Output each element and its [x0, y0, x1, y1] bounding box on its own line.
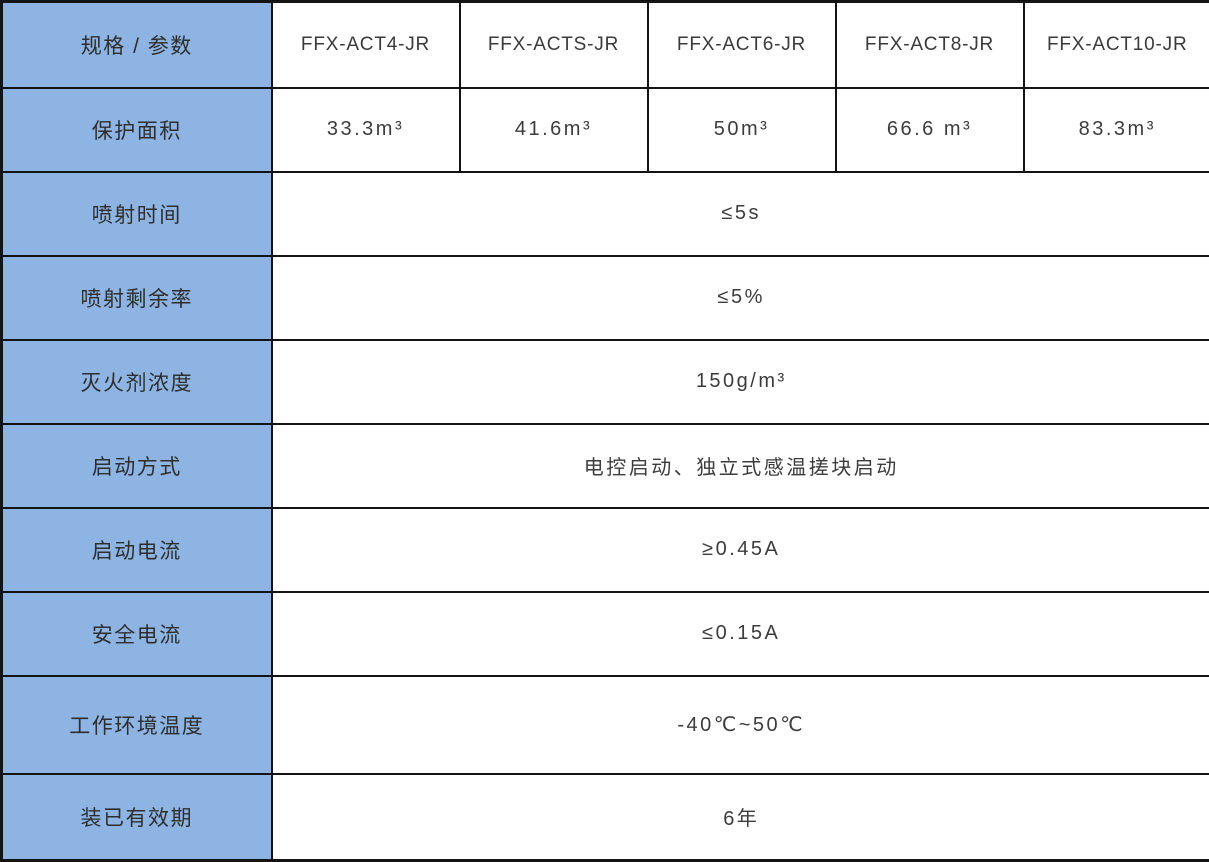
merged-value-cell: 150g/m³: [272, 340, 1209, 424]
row-label-cell: 装已有效期: [2, 774, 272, 861]
value-cell: 41.6m³: [460, 88, 648, 172]
row-label-cell: 灭火剂浓度: [2, 340, 272, 424]
model-header-cell: FFX-ACT4-JR: [272, 2, 460, 88]
merged-value-cell: ≤5%: [272, 256, 1209, 340]
merged-value-cell: ≤5s: [272, 172, 1209, 256]
table-row-safety-current: 安全电流 ≤0.15A: [2, 592, 1209, 676]
merged-value-cell: 6年: [272, 774, 1209, 861]
merged-value-cell: ≥0.45A: [272, 508, 1209, 592]
value-cell: 50m³: [648, 88, 836, 172]
value-cell: 33.3m³: [272, 88, 460, 172]
model-header-cell: FFX-ACT10-JR: [1024, 2, 1209, 88]
corner-header-cell: 规格 / 参数: [2, 2, 272, 88]
row-label-cell: 工作环境温度: [2, 676, 272, 774]
value-cell: 66.6 m³: [836, 88, 1024, 172]
row-label-cell: 保护面积: [2, 88, 272, 172]
table-row-validity-period: 装已有效期 6年: [2, 774, 1209, 861]
table-row-activation-method: 启动方式 电控启动、独立式感温搓块启动: [2, 424, 1209, 508]
merged-value-cell: ≤0.15A: [272, 592, 1209, 676]
value-cell: 83.3m³: [1024, 88, 1209, 172]
row-label-cell: 喷射时间: [2, 172, 272, 256]
row-label-cell: 启动电流: [2, 508, 272, 592]
table-row-agent-concentration: 灭火剂浓度 150g/m³: [2, 340, 1209, 424]
model-header-cell: FFX-ACTS-JR: [460, 2, 648, 88]
row-label-cell: 喷射剩余率: [2, 256, 272, 340]
table-row-operating-temperature: 工作环境温度 -40℃~50℃: [2, 676, 1209, 774]
table-header-row: 规格 / 参数 FFX-ACT4-JR FFX-ACTS-JR FFX-ACT6…: [2, 2, 1209, 88]
model-header-cell: FFX-ACT6-JR: [648, 2, 836, 88]
row-label-cell: 安全电流: [2, 592, 272, 676]
table-row-activation-current: 启动电流 ≥0.45A: [2, 508, 1209, 592]
merged-value-cell: -40℃~50℃: [272, 676, 1209, 774]
merged-value-cell: 电控启动、独立式感温搓块启动: [272, 424, 1209, 508]
table-row-protection-area: 保护面积 33.3m³ 41.6m³ 50m³ 66.6 m³ 83.3m³: [2, 88, 1209, 172]
model-header-cell: FFX-ACT8-JR: [836, 2, 1024, 88]
row-label-cell: 启动方式: [2, 424, 272, 508]
table-row-spray-residual-rate: 喷射剩余率 ≤5%: [2, 256, 1209, 340]
table-row-spray-time: 喷射时间 ≤5s: [2, 172, 1209, 256]
